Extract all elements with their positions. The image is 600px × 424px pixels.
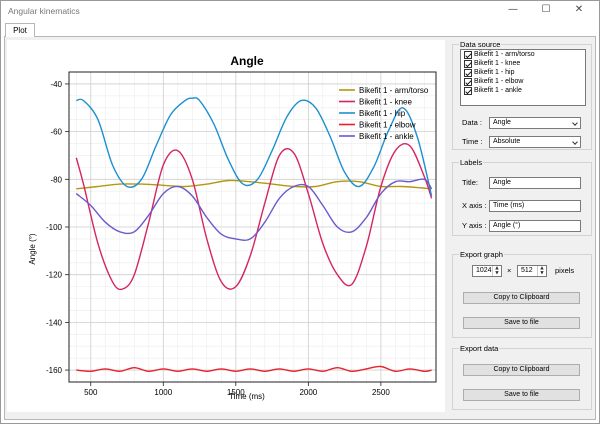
y-tick-label: -120 [46,271,63,280]
legend-label: Bikefit 1 - ankle [359,132,414,141]
list-item[interactable]: Bikefit 1 - arm/torso [461,50,585,59]
up-arrow-icon[interactable]: ▲ [495,266,499,271]
chart-lines [75,97,433,373]
down-arrow-icon[interactable]: ▼ [540,271,544,276]
close-button[interactable]: ✕ [574,4,584,15]
series-line-bikefit-1-arm-torso [76,179,432,190]
x-tick-label: 2000 [299,388,317,397]
up-arrow-icon[interactable]: ▲ [540,266,544,271]
width-value: 1024 [476,267,492,274]
yaxis-input[interactable]: Angle (°) [489,220,581,232]
title-label: Title: [462,178,478,187]
xaxis-label: X axis : [462,201,487,210]
save-graph-button[interactable]: Save to file [463,317,580,329]
data-select-value: Angle [493,119,511,126]
data-select[interactable]: Angle [489,117,581,129]
list-item-label: Bikefit 1 - hip [474,69,515,76]
list-item-label: Bikefit 1 - ankle [474,87,522,94]
chart-ticks: 500 1000 1500 2000 2500 -40 -60 -80 -100 -120 -140… [46,80,390,397]
series-line-bikefit-1-knee [75,143,433,291]
list-item[interactable]: Bikefit 1 - ankle [461,86,585,95]
window-title: Angular kinematics [8,6,80,16]
time-select[interactable]: Absolute [489,136,581,148]
data-label: Data : [462,118,483,127]
plot-frame [68,71,437,383]
legend-label: Bikefit 1 - elbow [359,121,416,130]
list-item-label: Bikefit 1 - knee [474,60,521,67]
list-item[interactable]: Bikefit 1 - knee [461,59,585,68]
stepper-buttons[interactable]: ▲ ▼ [492,266,501,276]
export-data-title: Export data [459,344,500,354]
y-tick-label: -100 [46,223,63,232]
y-tick-label: -60 [50,128,62,137]
list-item-label: Bikefit 1 - elbow [474,78,524,85]
export-graph-title: Export graph [459,250,504,260]
xaxis-input[interactable]: Time (ms) [489,200,581,212]
angle-chart: 500 1000 1500 2000 2500 -40 -60 -80 -100 -120 -140… [28,54,437,401]
labels-title: Labels [459,158,484,168]
minimize-button[interactable]: — [508,4,518,15]
time-select-value: Absolute [493,138,521,145]
y-tick-label: -140 [46,318,63,327]
maximize-button[interactable]: ☐ [541,4,551,15]
checkbox-checked[interactable] [464,68,472,77]
checkbox-checked[interactable] [464,59,472,68]
x-axis-label: Time (ms) [229,392,265,401]
list-item[interactable]: Bikefit 1 - hip [461,68,585,77]
yaxis-label: Y axis : [462,221,487,230]
chart-title: Angle [230,54,264,68]
x-tick-label: 1000 [154,388,172,397]
down-arrow-icon[interactable]: ▼ [495,271,499,276]
series-line-bikefit-1-hip [76,97,433,197]
pixels-label: pixels [555,266,575,275]
save-data-button[interactable]: Save to file [463,389,580,401]
tab-plot[interactable]: Plot [5,23,35,37]
checkbox-checked[interactable] [464,50,472,59]
plot-area[interactable]: 500 1000 1500 2000 2500 -40 -60 -80 -100 -120 -140… [7,40,445,412]
y-axis-label: Angle (°) [28,233,37,265]
stepper-buttons[interactable]: ▲ ▼ [537,266,546,276]
legend-label: Bikefit 1 - knee [359,98,412,107]
chart-grid [69,71,436,383]
data-source-title: Data source [459,40,502,50]
x-tick-label: 2500 [372,388,390,397]
data-source-list[interactable]: Bikefit 1 - arm/torso Bikefit 1 - knee B… [460,49,586,106]
times-sign: × [507,266,512,275]
title-input[interactable]: Angle [489,177,581,189]
checkbox-checked[interactable] [464,77,472,86]
time-label: Time : [462,137,483,146]
title-bar: Angular kinematics — ☐ ✕ [1,1,599,21]
list-item-label: Bikefit 1 - arm/torso [474,51,535,58]
x-tick-label: 500 [84,388,98,397]
y-tick-label: -80 [50,175,62,184]
chevron-down-icon [572,120,578,126]
x-tick-label: 1500 [227,388,245,397]
list-item[interactable]: Bikefit 1 - elbow [461,77,585,86]
width-stepper[interactable]: 1024 ▲ ▼ [472,265,502,277]
series-line-bikefit-1-elbow [76,365,432,373]
chart-legend: Bikefit 1 - arm/torso Bikefit 1 - knee Bik… [339,86,429,141]
height-value: 512 [521,267,533,274]
y-tick-label: -40 [50,80,62,89]
series-line-bikefit-1-ankle [75,178,433,242]
legend-label: Bikefit 1 - hip [359,109,406,118]
height-stepper[interactable]: 512 ▲ ▼ [517,265,547,277]
copy-data-button[interactable]: Copy to Clipboard [463,364,580,376]
copy-graph-button[interactable]: Copy to Clipboard [463,292,580,304]
y-tick-label: -160 [46,366,63,375]
legend-label: Bikefit 1 - arm/torso [359,86,429,95]
checkbox-checked[interactable] [464,86,472,95]
chevron-down-icon [572,139,578,145]
